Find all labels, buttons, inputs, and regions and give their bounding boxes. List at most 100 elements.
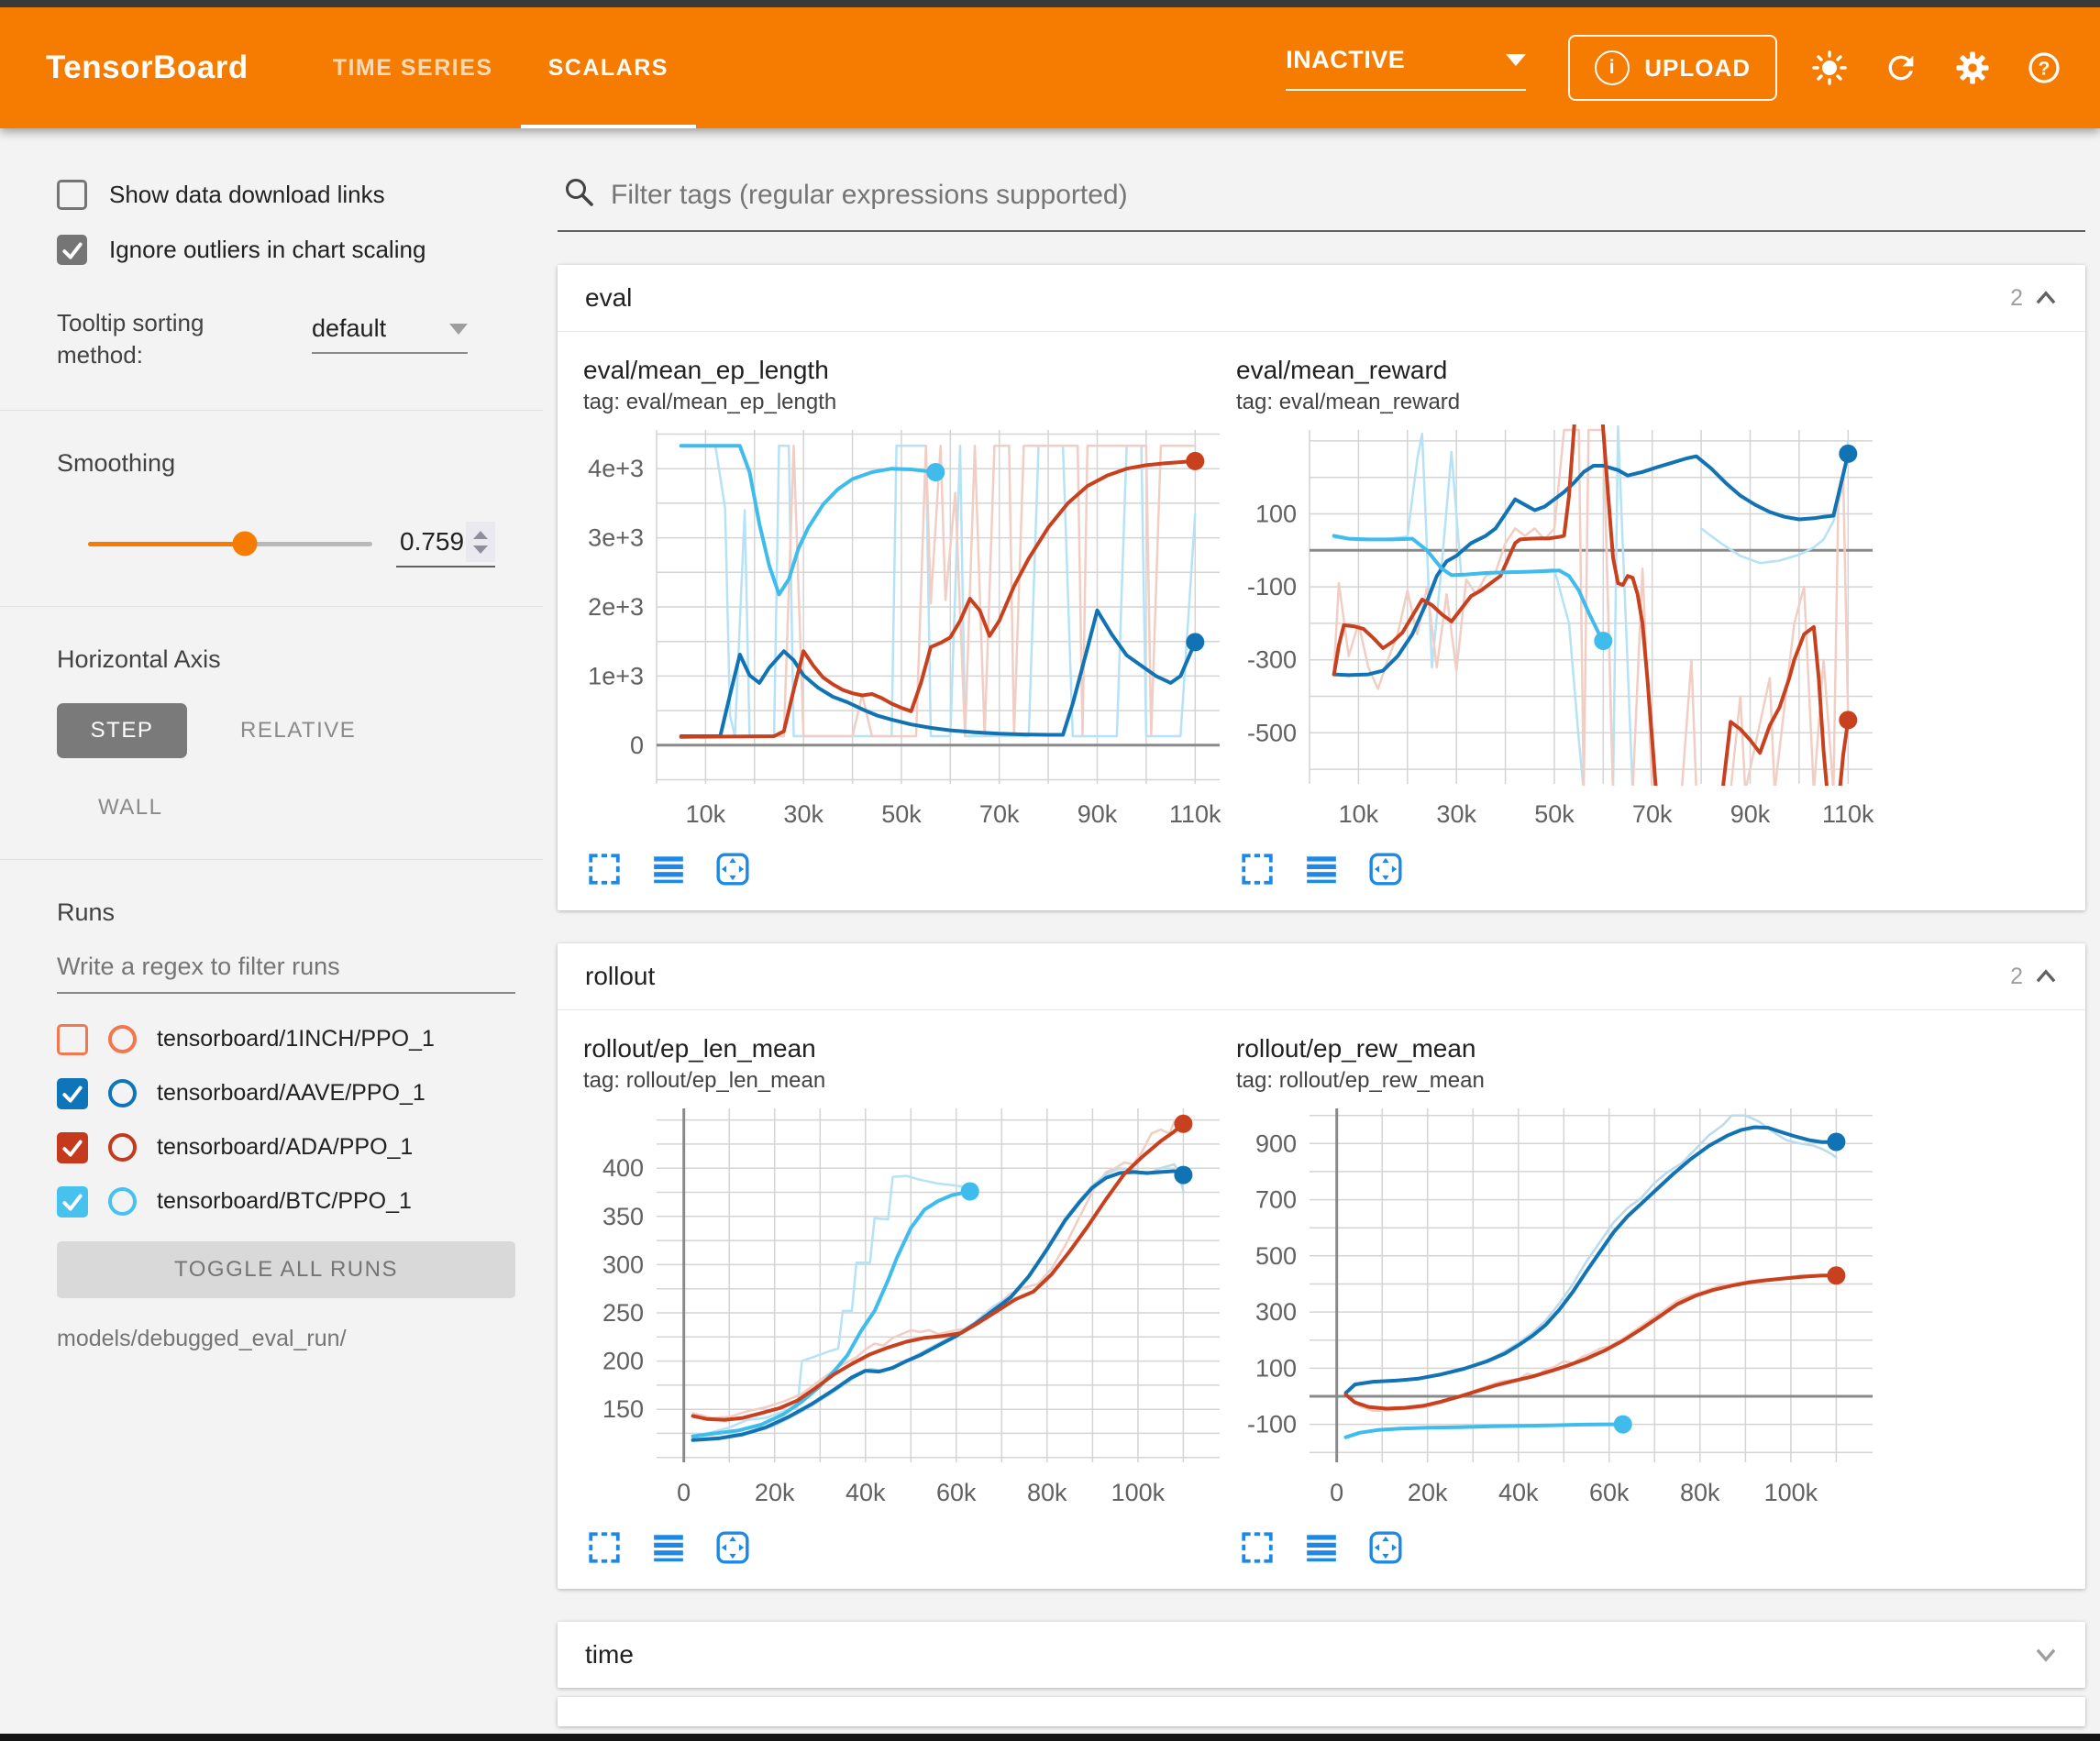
brightness-icon[interactable] <box>1810 49 1849 87</box>
runs-filter-input[interactable] <box>57 953 515 994</box>
chart-actions <box>1236 1528 1884 1567</box>
smoothing-value-box: 0.759 <box>396 520 495 567</box>
runs-menu-icon[interactable] <box>1302 1528 1341 1567</box>
fullscreen-icon[interactable] <box>1238 1528 1277 1567</box>
svg-text:60k: 60k <box>1589 1479 1630 1506</box>
chart-tag: tag: eval/mean_ep_length <box>583 390 1231 415</box>
ignore-outliers-checkbox[interactable] <box>57 235 87 265</box>
svg-text:100: 100 <box>1255 501 1297 528</box>
stepper-down-icon[interactable] <box>473 545 488 554</box>
tab-scalars[interactable]: SCALARS <box>521 7 696 128</box>
svg-text:4e+3: 4e+3 <box>588 455 644 482</box>
smoothing-stepper[interactable] <box>466 522 495 562</box>
run-checkbox[interactable] <box>57 1024 88 1055</box>
ignore-outliers-row[interactable]: Ignore outliers in chart scaling <box>57 235 543 265</box>
status-value: INACTIVE <box>1286 46 1405 74</box>
settings-icon[interactable] <box>1953 49 1992 87</box>
svg-text:40k: 40k <box>1498 1479 1539 1506</box>
show-download-links-row[interactable]: Show data download links <box>57 180 543 210</box>
connection-status-dropdown[interactable]: INACTIVE <box>1286 46 1526 91</box>
fullscreen-icon[interactable] <box>1238 850 1277 888</box>
chevron-down-icon <box>1506 54 1526 66</box>
smoothing-slider-thumb[interactable] <box>232 532 257 556</box>
runs-menu-icon[interactable] <box>649 850 688 888</box>
section-header-rollout[interactable]: rollout 2 <box>558 943 2085 1009</box>
run-checkbox[interactable] <box>57 1186 88 1218</box>
svg-text:50k: 50k <box>1534 800 1575 828</box>
refresh-icon[interactable] <box>1882 49 1920 87</box>
svg-text:?: ? <box>2039 59 2050 80</box>
svg-text:0: 0 <box>1330 1479 1343 1506</box>
run-checkbox[interactable] <box>57 1078 88 1109</box>
chart-plot-rollout-ep-len-mean[interactable]: 020k40k60k80k100k150200250300350400 <box>583 1097 1231 1528</box>
runs-menu-icon[interactable] <box>1302 850 1341 888</box>
help-icon[interactable]: ? <box>2025 49 2063 87</box>
active-tab-indicator <box>521 125 696 128</box>
chart-plot-eval-mean-ep-length[interactable]: 10k30k50k70k90k110k01e+32e+33e+34e+3 <box>583 419 1231 850</box>
svg-text:100k: 100k <box>1764 1479 1818 1506</box>
chevron-down-icon <box>2034 1645 2058 1665</box>
axis-relative-button[interactable]: RELATIVE <box>240 718 356 744</box>
fit-domain-icon[interactable] <box>713 850 752 888</box>
section-collapse-control[interactable]: 2 <box>2010 964 2058 990</box>
svg-text:10k: 10k <box>1339 800 1379 828</box>
svg-text:80k: 80k <box>1027 1479 1067 1506</box>
svg-text:700: 700 <box>1255 1186 1297 1214</box>
section-expand-control[interactable] <box>2034 1645 2058 1665</box>
window-bottom-strip <box>0 1734 2100 1741</box>
svg-text:300: 300 <box>1255 1298 1297 1326</box>
chart-card-eval-mean-ep-length: eval/mean_ep_length tag: eval/mean_ep_le… <box>583 356 1231 888</box>
info-icon: i <box>1595 50 1630 85</box>
smoothing-label: Smoothing <box>57 449 543 478</box>
run-row-btc[interactable]: tensorboard/BTC/PPO_1 <box>57 1174 543 1229</box>
run-color-ring <box>108 1187 137 1216</box>
window-top-strip <box>0 0 2100 7</box>
svg-text:200: 200 <box>602 1348 644 1375</box>
fullscreen-icon[interactable] <box>585 850 624 888</box>
chart-title: eval/mean_ep_length <box>583 356 1231 385</box>
section-collapse-control[interactable]: 2 <box>2010 285 2058 312</box>
section-header-eval[interactable]: eval 2 <box>558 265 2085 331</box>
svg-text:30k: 30k <box>1436 800 1476 828</box>
tab-time-series[interactable]: TIME SERIES <box>305 7 521 128</box>
runs-menu-icon[interactable] <box>649 1528 688 1567</box>
svg-text:500: 500 <box>1255 1242 1297 1270</box>
axis-step-button[interactable]: STEP <box>57 703 187 758</box>
toggle-all-runs-button[interactable]: TOGGLE ALL RUNS <box>57 1241 515 1298</box>
svg-text:80k: 80k <box>1680 1479 1720 1506</box>
svg-text:-100: -100 <box>1247 1411 1297 1438</box>
run-checkbox[interactable] <box>57 1132 88 1163</box>
search-icon <box>563 176 596 214</box>
tag-filter-input[interactable] <box>609 179 2080 212</box>
svg-text:150: 150 <box>602 1395 644 1423</box>
divider <box>0 606 543 607</box>
app-header: TensorBoard TIME SERIES SCALARS INACTIVE… <box>0 7 2100 128</box>
show-download-links-checkbox[interactable] <box>57 180 87 210</box>
chevron-up-icon <box>2034 966 2058 986</box>
tooltip-sorting-select[interactable]: default <box>312 314 468 354</box>
smoothing-slider[interactable] <box>88 542 372 546</box>
fit-domain-icon[interactable] <box>1366 1528 1405 1567</box>
stepper-up-icon[interactable] <box>473 531 488 539</box>
section-title: eval <box>585 283 632 313</box>
run-row-1inch[interactable]: tensorboard/1INCH/PPO_1 <box>57 1012 543 1066</box>
run-row-ada[interactable]: tensorboard/ADA/PPO_1 <box>57 1120 543 1174</box>
chart-card-rollout-ep-rew-mean: rollout/ep_rew_mean tag: rollout/ep_rew_… <box>1236 1034 1884 1567</box>
fullscreen-icon[interactable] <box>585 1528 624 1567</box>
svg-text:10k: 10k <box>686 800 726 828</box>
run-row-aave[interactable]: tensorboard/AAVE/PPO_1 <box>57 1066 543 1120</box>
svg-text:1e+3: 1e+3 <box>588 662 644 689</box>
axis-wall-button[interactable]: WALL <box>98 795 162 820</box>
chart-plot-eval-mean-reward[interactable]: 10k30k50k70k90k110k100-100-300-500 <box>1236 419 1884 850</box>
chart-actions <box>583 1528 1231 1567</box>
section-card-eval: eval 2 eval/mean_ep_length tag: eval/mea… <box>558 265 2085 910</box>
run-label: tensorboard/AAVE/PPO_1 <box>157 1080 426 1107</box>
run-color-ring <box>108 1079 137 1107</box>
section-header-time[interactable]: time <box>558 1622 2085 1688</box>
section-title: time <box>585 1640 634 1669</box>
fit-domain-icon[interactable] <box>1366 850 1405 888</box>
chart-plot-rollout-ep-rew-mean[interactable]: 020k40k60k80k100k-100100300500700900 <box>1236 1097 1884 1528</box>
fit-domain-icon[interactable] <box>713 1528 752 1567</box>
upload-button[interactable]: i UPLOAD <box>1568 35 1777 101</box>
runs-list: tensorboard/1INCH/PPO_1 tensorboard/AAVE… <box>57 1012 543 1229</box>
